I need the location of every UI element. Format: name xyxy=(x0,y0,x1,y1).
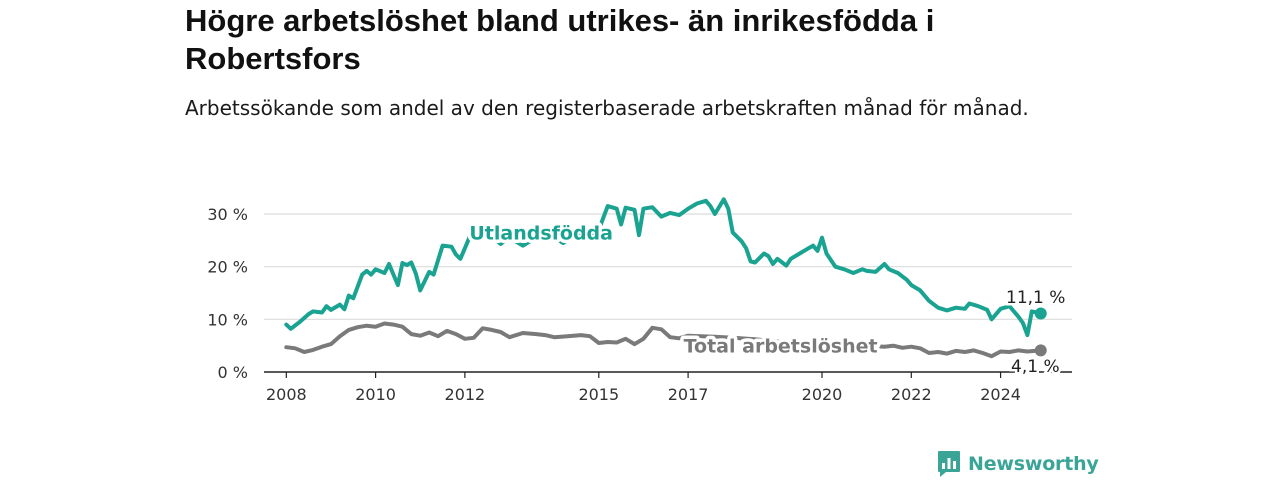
brand-logo: Newsworthy xyxy=(937,448,1099,480)
chart-title: Högre arbetslöshet bland utrikes- än inr… xyxy=(185,3,935,76)
y-tick-label: 30 % xyxy=(207,205,248,224)
x-tick-label: 2022 xyxy=(891,385,932,404)
end-value-label: 11,1 % xyxy=(1006,288,1065,308)
newsworthy-logo-icon xyxy=(938,451,960,477)
x-tick-label: 2010 xyxy=(355,385,396,404)
series-label-total: Total arbetslöshet xyxy=(684,336,878,358)
series-label-utlandsfodda: Utlandsfödda xyxy=(469,222,613,244)
y-tick-label: 0 % xyxy=(218,363,248,382)
y-tick-label: 20 % xyxy=(207,258,248,277)
brand-name: Newsworthy xyxy=(968,453,1099,475)
x-tick-label: 2017 xyxy=(668,385,709,404)
x-tick-label: 2015 xyxy=(578,385,619,404)
series-line xyxy=(284,321,1043,359)
series-end-point xyxy=(1034,344,1047,357)
series-end-point xyxy=(1034,307,1047,320)
x-tick-label: 2008 xyxy=(266,385,307,404)
chart-subtitle: Arbetssökande som andel av den registerb… xyxy=(185,96,1029,120)
end-value-label: 4,1 % xyxy=(1011,357,1060,377)
x-tick-label: 2012 xyxy=(445,385,486,404)
x-tick-label: 2024 xyxy=(980,385,1021,404)
series-line xyxy=(284,197,1043,338)
x-tick-label: 2020 xyxy=(802,385,843,404)
y-tick-label: 10 % xyxy=(207,310,248,329)
